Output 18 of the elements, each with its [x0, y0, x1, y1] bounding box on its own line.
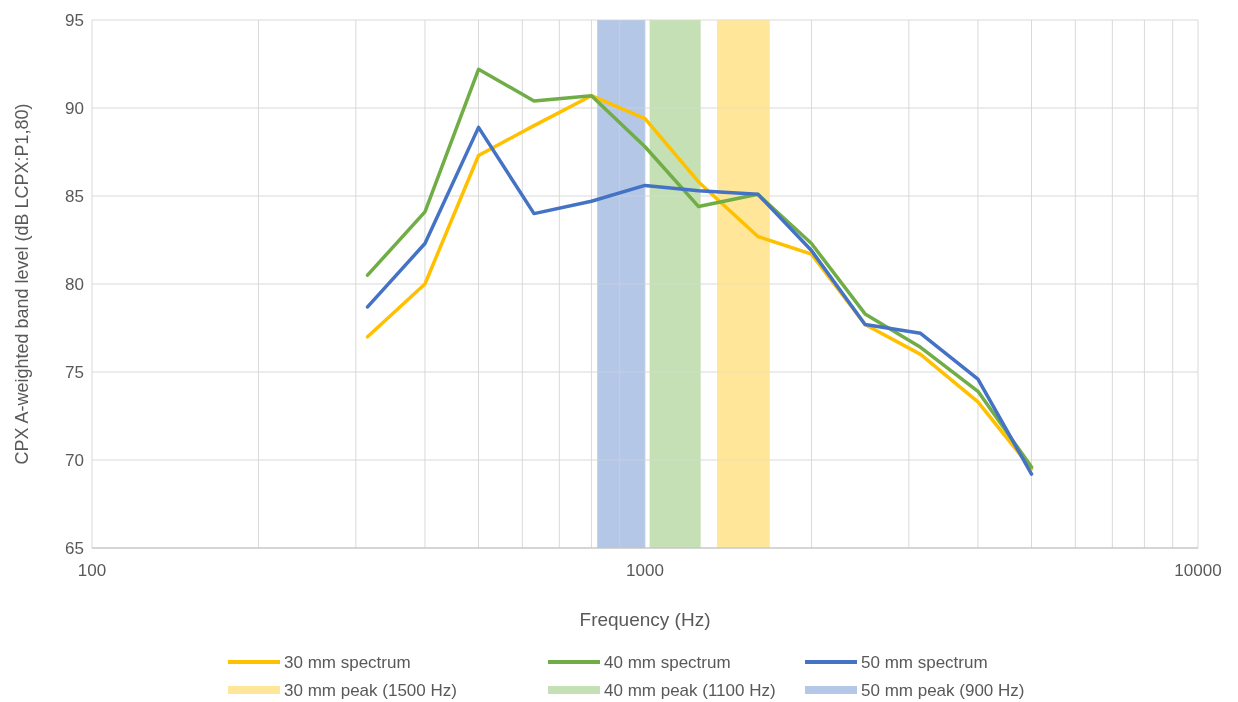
y-tick-label: 70 [65, 451, 84, 470]
legend-label: 30 mm peak (1500 Hz) [284, 681, 457, 700]
y-tick-label: 75 [65, 363, 84, 382]
legend-label: 40 mm peak (1100 Hz) [604, 681, 776, 700]
legend-label: 50 mm peak (900 Hz) [861, 681, 1025, 700]
y-axis-title: CPX A-weighted band level (dB LCPX:P1,80) [12, 103, 32, 465]
y-tick-label: 90 [65, 99, 84, 118]
legend-label: 40 mm spectrum [604, 653, 731, 672]
x-tick-label: 10000 [1174, 561, 1222, 580]
y-tick-label: 80 [65, 275, 84, 294]
y-tick-label: 95 [65, 11, 84, 30]
y-tick-label: 65 [65, 539, 84, 558]
x-axis-title: Frequency (Hz) [579, 609, 711, 630]
legend-label: 50 mm spectrum [861, 653, 988, 672]
x-tick-label: 1000 [626, 561, 664, 580]
y-tick-label: 85 [65, 187, 84, 206]
legend-label: 30 mm spectrum [284, 653, 411, 672]
x-tick-label: 100 [77, 561, 107, 580]
